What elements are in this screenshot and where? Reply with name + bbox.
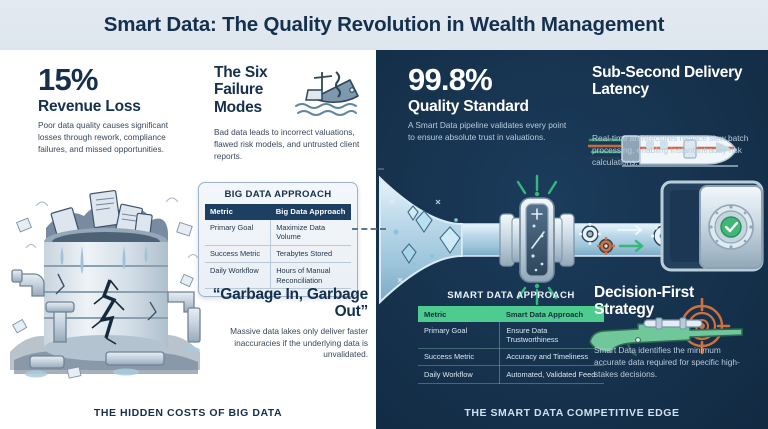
diamond-pipeline-filter-gears-icon	[379, 174, 695, 306]
cell-value: Accuracy and Timeliness	[499, 348, 604, 367]
cross-panel-dashed-connector	[352, 228, 386, 230]
latency-heading: Sub-Second Delivery Latency	[592, 64, 743, 99]
col-approach: Smart Data Approach	[499, 306, 604, 323]
right-panel-smart-data: 99.8% Quality Standard A Smart Data pipe…	[376, 50, 768, 429]
cell-value: Automated, Validated Feed	[499, 365, 604, 384]
page-title: Smart Data: The Quality Revolution in We…	[103, 13, 665, 36]
decision-first-body: Smart Data identifies the minimum accura…	[594, 345, 740, 379]
bank-vault-green-check-icon	[660, 180, 764, 272]
table-row: Daily Workflow Hours of Manual Reconcili…	[205, 262, 351, 290]
revenue-loss-label: Revenue Loss	[38, 98, 141, 115]
table-row: Success Metric Accuracy and Timeliness	[418, 348, 604, 367]
cell-value: Maximize Data Volume	[270, 219, 351, 247]
cell-metric: Success Metric	[205, 245, 272, 264]
failure-modes-heading: The Six Failure Modes	[214, 64, 268, 116]
table-header-row: Metric Smart Data Approach	[418, 306, 604, 323]
quality-standard-body: A Smart Data pipeline validates every po…	[408, 120, 567, 143]
table-row: Primary Goal Maximize Data Volume	[205, 219, 351, 247]
header-bar: Smart Data: The Quality Revolution in We…	[0, 0, 768, 50]
cell-metric: Daily Workflow	[418, 365, 501, 384]
cell-metric: Primary Goal	[418, 322, 501, 349]
left-banner: THE HIDDEN COSTS OF BIG DATA	[0, 397, 376, 429]
quality-standard-stat: 99.8%	[408, 62, 493, 97]
failure-modes-body-block: Bad data leads to incorrect valuations, …	[214, 122, 362, 162]
garbage-heading: “Garbage In, Garbage Out”	[212, 286, 368, 321]
table-header-row: Metric Big Data Approach	[205, 204, 351, 220]
table-row: Daily Workflow Automated, Validated Feed	[418, 365, 604, 384]
cell-metric: Daily Workflow	[205, 262, 272, 290]
decision-first-heading-block: Decision-First Strategy	[594, 284, 750, 319]
failure-modes-heading-block: The Six Failure Modes	[214, 64, 302, 116]
garbage-body: Massive data lakes only deliver faster i…	[230, 325, 368, 360]
sinking-ship-icon	[295, 71, 359, 116]
big-data-table-title: BIG DATA APPROACH	[224, 189, 332, 200]
sniper-rifle-target-icon	[589, 298, 743, 357]
latency-heading-block: Sub-Second Delivery Latency	[592, 64, 750, 99]
cell-metric: Success Metric	[418, 348, 501, 367]
col-metric: Metric	[205, 204, 271, 220]
big-data-approach-table: BIG DATA APPROACH Metric Big Data Approa…	[198, 182, 358, 298]
col-approach: Big Data Approach	[270, 204, 351, 220]
quality-standard-block: 99.8% Quality Standard A Smart Data pipe…	[408, 64, 573, 144]
cell-metric: Primary Goal	[205, 219, 272, 247]
high-speed-train-icon	[588, 135, 738, 167]
decision-first-body-block: Smart Data identifies the minimum accura…	[594, 340, 744, 380]
right-banner: THE SMART DATA COMPETITIVE EDGE	[376, 397, 768, 429]
quality-standard-label: Quality Standard	[408, 98, 529, 115]
smart-data-approach-table: SMART DATA APPROACH Metric Smart Data Ap…	[418, 290, 604, 384]
decision-first-heading: Decision-First Strategy	[594, 284, 694, 319]
cell-value: Ensure Data Trustworthiness	[499, 322, 604, 349]
latency-body-block: Real-time architectures replace siew bat…	[592, 128, 750, 168]
cell-value: Hours of Manual Reconciliation	[270, 262, 351, 290]
right-banner-label: THE SMART DATA COMPETITIVE EDGE	[464, 407, 680, 419]
latency-body: Real-time architectures replace siew bat…	[592, 133, 749, 167]
left-panel-big-data: 15% Revenue Loss Poor data quality cause…	[0, 50, 376, 429]
left-banner-label: THE HIDDEN COSTS OF BIG DATA	[93, 407, 283, 419]
cracked-data-silo-overflowing-with-garbage-icon	[10, 189, 201, 379]
table-row: Success Metric Terabytes Stored	[205, 245, 351, 264]
cell-value: Terabytes Stored	[270, 245, 351, 264]
smart-data-table-title: SMART DATA APPROACH	[447, 290, 575, 301]
col-metric: Metric	[418, 306, 500, 323]
revenue-loss-body: Poor data quality causes significant los…	[38, 120, 169, 154]
revenue-loss-stat: 15%	[38, 62, 98, 97]
garbage-in-garbage-out-block: “Garbage In, Garbage Out” Massive data l…	[208, 286, 368, 361]
panel-connector-dashed-line	[376, 168, 384, 170]
table-row: Primary Goal Ensure Data Trustworthiness	[418, 322, 604, 349]
failure-modes-body: Bad data leads to incorrect valuations, …	[214, 127, 360, 161]
revenue-loss-block: 15% Revenue Loss Poor data quality cause…	[38, 64, 190, 156]
